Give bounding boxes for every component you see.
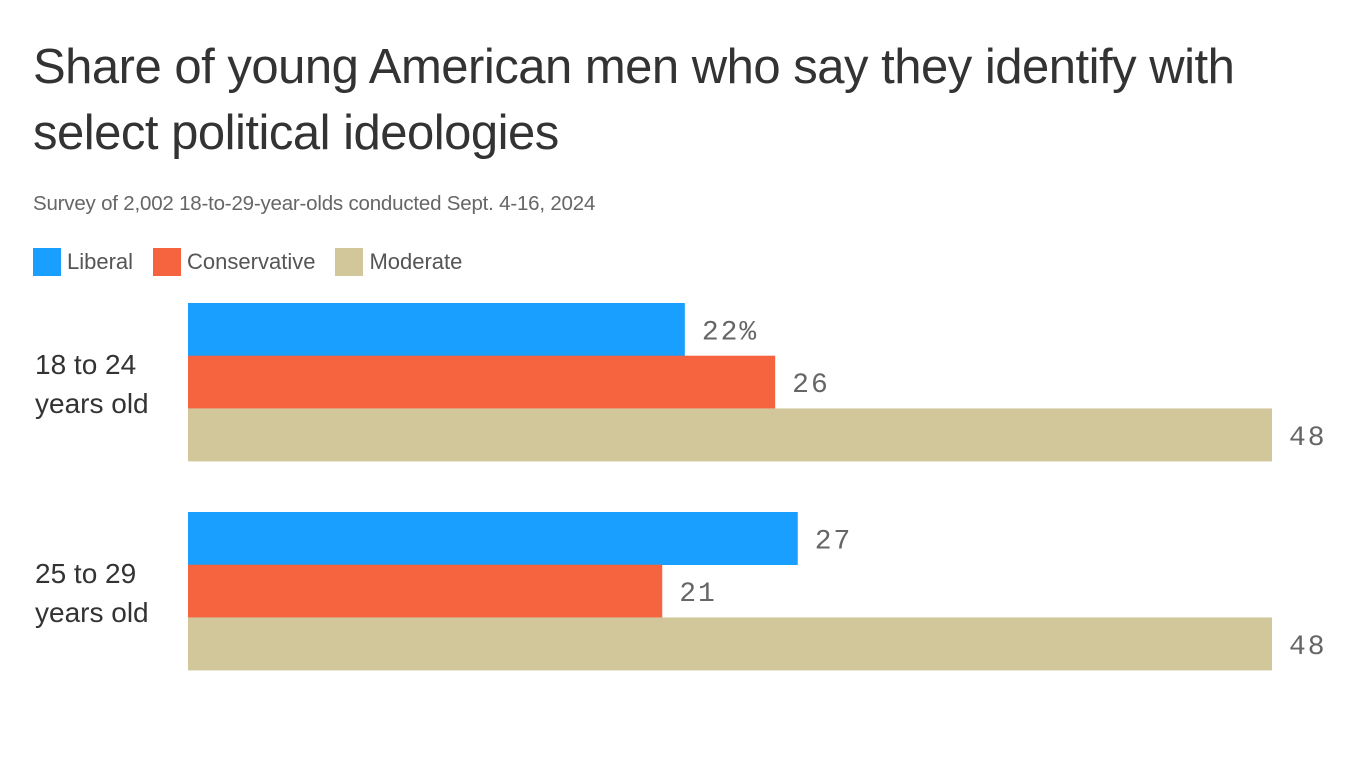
legend-swatch-liberal <box>33 248 61 276</box>
category-label-line: years old <box>35 597 149 628</box>
legend-item-moderate: Moderate <box>335 248 462 276</box>
category-label-line: 25 to 29 <box>35 558 136 589</box>
legend: Liberal Conservative Moderate <box>33 248 482 276</box>
category-label-line: years old <box>35 388 149 419</box>
bar-moderate-25-to-29-years-old <box>188 617 1272 671</box>
bar-group-18-to-24-years-old: 18 to 24 years old 22% 26 48 <box>35 303 1327 462</box>
bar-conservative-25-to-29-years-old <box>188 564 663 618</box>
legend-label-moderate: Moderate <box>369 249 463 274</box>
value-label-liberal-25-to-29-years-old: 27 <box>815 526 853 557</box>
category-label-18-to-24-years-old: 18 to 24 years old <box>35 349 149 419</box>
chart-subtitle: Survey of 2,002 18-to-29-year-olds condu… <box>33 192 596 215</box>
legend-item-liberal: Liberal <box>33 248 133 276</box>
bar-liberal-25-to-29-years-old <box>188 512 798 565</box>
category-label-25-to-29-years-old: 25 to 29 years old <box>35 558 149 628</box>
legend-label-liberal: Liberal <box>67 249 134 274</box>
legend-item-conservative: Conservative <box>153 248 315 276</box>
value-label-moderate-18-to-24-years-old: 48 <box>1289 423 1327 454</box>
legend-swatch-moderate <box>335 248 364 276</box>
bar-liberal-18-to-24-years-old <box>188 303 685 356</box>
value-label-conservative-18-to-24-years-old: 26 <box>792 370 830 401</box>
value-label-moderate-25-to-29-years-old: 48 <box>1289 632 1327 663</box>
chart-title: Share of young American men who say they… <box>33 40 1235 160</box>
value-label-liberal-18-to-24-years-old: 22% <box>702 317 758 348</box>
legend-swatch-conservative <box>153 248 182 276</box>
bar-group-25-to-29-years-old: 25 to 29 years old 27 21 48 <box>35 512 1327 671</box>
value-label-conservative-25-to-29-years-old: 21 <box>679 579 717 610</box>
bar-conservative-18-to-24-years-old <box>188 355 776 409</box>
legend-label-conservative: Conservative <box>187 249 316 274</box>
category-label-line: 18 to 24 <box>35 349 136 380</box>
bar-moderate-18-to-24-years-old <box>188 408 1272 462</box>
